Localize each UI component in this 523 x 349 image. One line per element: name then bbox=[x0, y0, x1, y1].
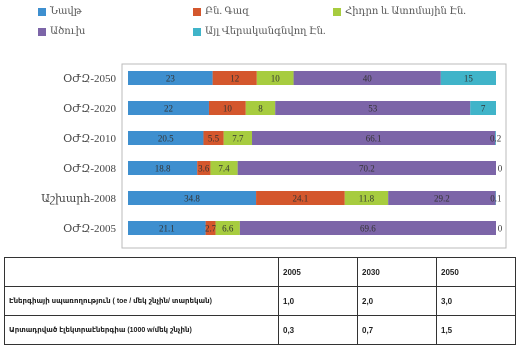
data-label: 23 bbox=[166, 74, 176, 84]
category-label: ՕԺԶ-2005 bbox=[63, 223, 116, 235]
legend-label-hydro-nuclear: Հիդրո և Ատոմային Էն. bbox=[345, 6, 466, 17]
bar-segment bbox=[239, 221, 496, 235]
table-cell: 1,5 bbox=[436, 315, 516, 345]
plot-frame bbox=[121, 63, 507, 249]
bar-segment bbox=[470, 101, 496, 115]
data-label: 0.2 bbox=[490, 134, 501, 144]
table-cell: 0,7 bbox=[357, 315, 437, 345]
data-label: 53 bbox=[368, 104, 378, 114]
legend-swatch-oil bbox=[38, 7, 46, 16]
data-label: 5.5 bbox=[208, 134, 220, 144]
data-label: 2.7 bbox=[205, 224, 217, 234]
bar-segment bbox=[128, 131, 204, 145]
table-header-empty bbox=[4, 257, 279, 287]
table-row-label: Էներգիայի սպառողություն ( toe / մեկ շնչի… bbox=[4, 286, 279, 316]
legend-swatch-coal bbox=[38, 27, 46, 36]
data-label: 12 bbox=[230, 74, 239, 84]
table-row: Արտադրված էլեկտրաէներգիա (1000 w/մեկ շնչ… bbox=[4, 315, 516, 345]
bar-segment bbox=[128, 101, 209, 115]
bar-segment bbox=[210, 161, 238, 175]
bar-segment bbox=[388, 191, 496, 205]
data-label: 21.1 bbox=[159, 224, 175, 234]
bar-segment bbox=[197, 161, 211, 175]
category-label: ՕԺԶ-2010 bbox=[63, 133, 116, 145]
bar-segment bbox=[215, 221, 240, 235]
bar-segment bbox=[252, 131, 496, 145]
data-label: 7.4 bbox=[218, 164, 230, 174]
bar-segment bbox=[237, 161, 496, 175]
bar-segment bbox=[212, 71, 257, 85]
table-header-2050: 2050 bbox=[436, 257, 516, 287]
bar-segment bbox=[208, 101, 246, 115]
bar-segment bbox=[275, 101, 471, 115]
legend-item-oil: Նավթ bbox=[38, 6, 82, 17]
data-label: 0 bbox=[498, 164, 503, 174]
table-cell: 1,0 bbox=[278, 286, 358, 316]
legend-item-renewable: Այլ Վերականգնվող Էն. bbox=[193, 26, 326, 37]
bar-segment bbox=[495, 131, 496, 145]
data-label: 24.1 bbox=[293, 194, 309, 204]
data-label: 7 bbox=[481, 104, 486, 114]
data-label: 18.8 bbox=[155, 164, 171, 174]
bar-segment bbox=[128, 191, 257, 205]
legend-label-gas: Բն. Գազ bbox=[205, 6, 250, 17]
legend-label-renewable: Այլ Վերականգնվող Էն. bbox=[205, 26, 326, 37]
table-header-2030: 2030 bbox=[357, 257, 437, 287]
category-label: ՕԺԶ-2050 bbox=[63, 73, 116, 85]
data-label: 22 bbox=[164, 104, 173, 114]
category-label: ՕԺԶ-2008 bbox=[63, 163, 116, 175]
table-row-label: Արտադրված էլեկտրաէներգիա (1000 w/մեկ շնչ… bbox=[4, 315, 279, 345]
legend-swatch-gas bbox=[193, 7, 201, 16]
bar-segment bbox=[203, 131, 224, 145]
data-label: 40 bbox=[363, 74, 373, 84]
bar-segment bbox=[205, 221, 216, 235]
data-label: 0.1 bbox=[490, 194, 501, 204]
legend-item-gas: Բն. Գազ bbox=[193, 6, 249, 17]
stacked-bar-chart: ՕԺԶ-2050 23 12 10 40 15 ՕԺԶ-2020 22 10 8 53 7 ՕԺԶ-20… bbox=[41, 63, 507, 249]
category-label: ՕԺԶ-2020 bbox=[63, 103, 116, 115]
energy-table: 2005 2030 2050 Էներգիայի սպառողություն (… bbox=[4, 257, 516, 345]
data-label: 15 bbox=[464, 74, 474, 84]
table-cell: 2,0 bbox=[357, 286, 437, 316]
data-label: 66.1 bbox=[366, 134, 382, 144]
data-label: 11.8 bbox=[359, 194, 375, 204]
table-row: Էներգիայի սպառողություն ( toe / մեկ շնչի… bbox=[4, 286, 516, 316]
legend-swatch-renewable bbox=[193, 27, 201, 36]
legend-item-coal: Ածուխ bbox=[38, 26, 85, 37]
data-label: 10 bbox=[223, 104, 233, 114]
bar-segment bbox=[128, 71, 213, 85]
data-label: 69.6 bbox=[360, 224, 376, 234]
legend-swatch-hydro-nuclear bbox=[333, 7, 341, 16]
table-cell: 0,3 bbox=[278, 315, 358, 345]
table-header-row: 2005 2030 2050 bbox=[4, 257, 516, 287]
table-cell: 3,0 bbox=[436, 286, 516, 316]
data-label: 7.7 bbox=[232, 134, 244, 144]
bar-segment bbox=[256, 71, 294, 85]
bar-segment bbox=[245, 101, 276, 115]
bar-segment bbox=[128, 221, 206, 235]
data-label: 20.5 bbox=[158, 134, 174, 144]
table-header-2005: 2005 bbox=[278, 257, 358, 287]
bar-segment bbox=[344, 191, 389, 205]
data-label: 6.6 bbox=[222, 224, 234, 234]
legend-label-coal: Ածուխ bbox=[50, 26, 86, 37]
data-label: 70.2 bbox=[359, 164, 375, 174]
data-label: 3.6 bbox=[198, 164, 210, 174]
bar-segment bbox=[223, 131, 253, 145]
data-label: 0 bbox=[498, 224, 503, 234]
legend-item-hydro-nuclear: Հիդրո և Ատոմային Էն. bbox=[333, 6, 466, 17]
bar-segment bbox=[293, 71, 441, 85]
bar-segment bbox=[128, 161, 198, 175]
legend-label-oil: Նավթ bbox=[50, 6, 82, 17]
data-label: 8 bbox=[258, 104, 263, 114]
data-label: 34.8 bbox=[184, 194, 200, 204]
data-label: 10 bbox=[271, 74, 281, 84]
bar-segment bbox=[440, 71, 496, 85]
category-label: Աշխարհ-2008 bbox=[41, 193, 116, 205]
chart-legend: Նավթ Բն. Գազ Հիդրո և Ատոմային Էն. Ածուխ … bbox=[38, 4, 508, 54]
bar-segment bbox=[256, 191, 345, 205]
data-label: 29.2 bbox=[434, 194, 450, 204]
